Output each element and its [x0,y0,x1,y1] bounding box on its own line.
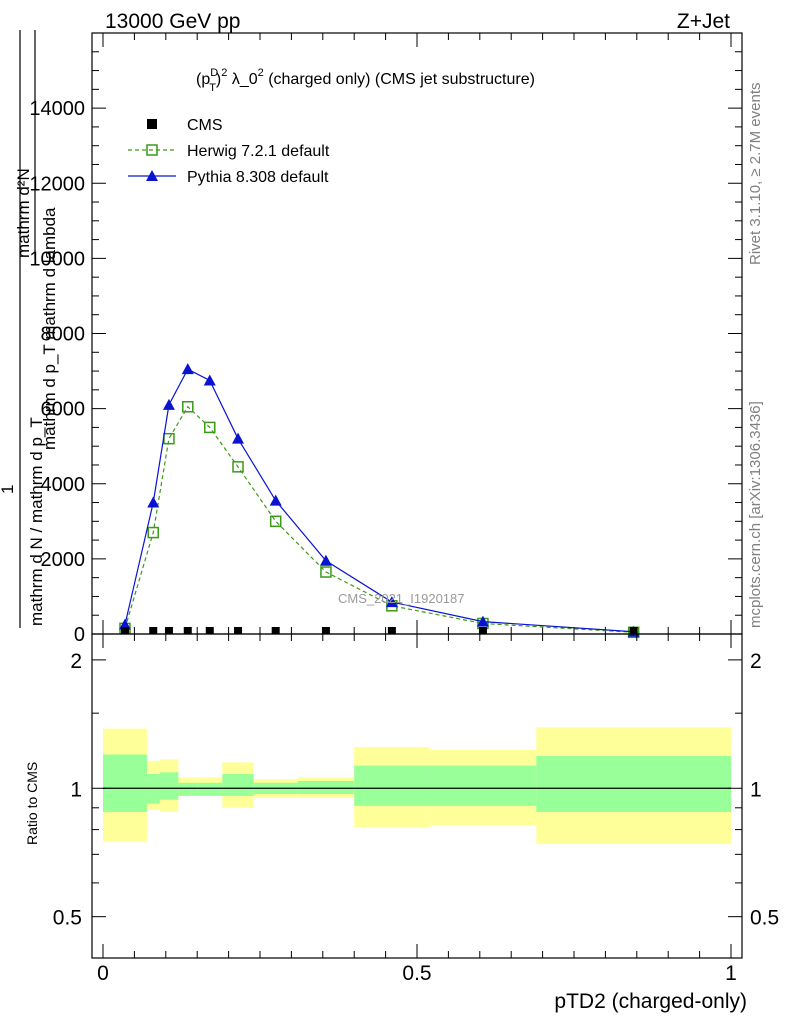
main-y-tick-label: 12000 [29,173,85,195]
x-tick-label: 0 [97,962,109,985]
pythia-point [203,374,216,386]
ratio-band-inner [297,781,355,794]
cms-point [149,627,158,634]
cms-point [478,627,487,634]
cms-point [234,627,243,634]
ratio-band-inner [159,772,179,800]
herwig-point [320,566,332,578]
ratio-band-inner [429,765,537,806]
main-y-tick-label: 10000 [29,248,85,270]
legend-marker-herwig [146,144,158,156]
herwig-point [147,526,159,539]
title-part-rest: (charged only) (CMS jet substructure) [264,71,535,88]
ratio-y-tick-label-left: 1 [70,778,82,801]
ratio-y-tick-label-right: 1 [750,778,762,801]
main-y-tick-label: 6000 [41,399,86,421]
x-tick-label: 0.5 [402,962,431,985]
pythia-point [232,432,245,444]
cms-point [205,627,214,634]
pythia-point [162,398,175,410]
x-axis-label: pTD2 (charged-only) [554,990,747,1013]
main-series [118,363,640,639]
cms-point [164,627,173,634]
x-tick-label: 1 [725,962,737,985]
cms-point [321,627,330,634]
cms-point [183,627,192,634]
legend-marker-pythia [146,170,158,181]
herwig-series-line [124,405,634,633]
title-part-sup-d: D [210,67,218,79]
herwig-point [204,421,216,434]
pythia-point [269,494,282,506]
main-y-tick-label: 14000 [29,98,85,120]
legend-label-cms: CMS [187,117,223,134]
pythia-point [181,363,194,375]
title-part-lambda: λ_0 [227,71,257,88]
ratio-band-inner [197,782,223,796]
title-part-sub-t: T [209,82,216,94]
title-part-sup-2: 2 [221,67,227,79]
title-part-close: ) [216,71,221,88]
ratio-band-inner [178,782,198,796]
pythia-point [476,615,489,627]
legend-marker-cms [147,119,157,129]
ylabel-top: mathrm d²N [14,168,33,258]
cms-point [120,627,129,634]
ratio-y-tick-label-right: 2 [750,650,762,673]
main-y-tick-label: 0 [74,624,85,646]
ratio-ylabel: Ratio to CMS [24,762,40,845]
rivet-version-text: Rivet 3.1.10, ≥ 2.7M events [747,83,764,266]
main-y-tick-label: 2000 [41,549,86,571]
mcplots-credit-text: mcplots.cern.ch [arXiv:1306.3436] [747,401,764,628]
cms-point [271,627,280,634]
ratio-plot: 0.5 0.5 1 1 2 2 0 0.5 1 [53,633,779,985]
process-label: Z+Jet [677,10,730,33]
pythia-point [118,618,131,630]
ratio-band-inner [222,774,254,796]
title-part-sup-2b: 2 [258,67,264,79]
ylabel-outer-num: 1 [0,485,17,494]
ratio-y-tick-label-left: 2 [70,650,82,673]
legend-label-pythia: Pythia 8.308 default [187,169,329,186]
ratio-band-inner [354,765,430,806]
ratio-y-tick-label-left: 0.5 [53,907,82,930]
ratio-band-inner [103,754,147,812]
main-y-tick-label: 8000 [41,324,86,346]
ratio-bands [103,727,731,845]
main-plot: 0 2000 4000 6000 8000 10000 12000 14000 [29,32,743,646]
analysis-watermark: CMS_2021_I1920187 [338,591,465,606]
ylabel-outer-den: mathrm d N / mathrm d p_T [27,417,46,626]
pythia-point [147,496,160,508]
cms-point [387,627,396,634]
plot-title: (pD T)2 λ_02 (charged only) (CMS jet subs… [196,67,535,94]
cms-point [629,627,638,634]
pythia-point [319,554,332,566]
herwig-point [269,515,282,528]
ratio-band-inner [536,756,731,812]
legend: CMS Herwig 7.2.1 default Pythia 8.308 de… [128,117,330,186]
pythia-point [385,596,398,608]
ylabel-bottom: mathrm d p_T mathrm d lambda [40,207,59,450]
herwig-point [232,461,244,473]
title-part-p: (p [196,71,210,88]
main-y-tick-label: 4000 [41,474,86,496]
legend-label-herwig: Herwig 7.2.1 default [187,143,330,160]
herwig-point [182,400,194,413]
main-ylabel: mathrm d²N mathrm d p_T mathrm d lambda … [0,30,59,628]
ratio-y-tick-label-right: 0.5 [750,907,779,930]
energy-label: 13000 GeV pp [105,10,240,33]
